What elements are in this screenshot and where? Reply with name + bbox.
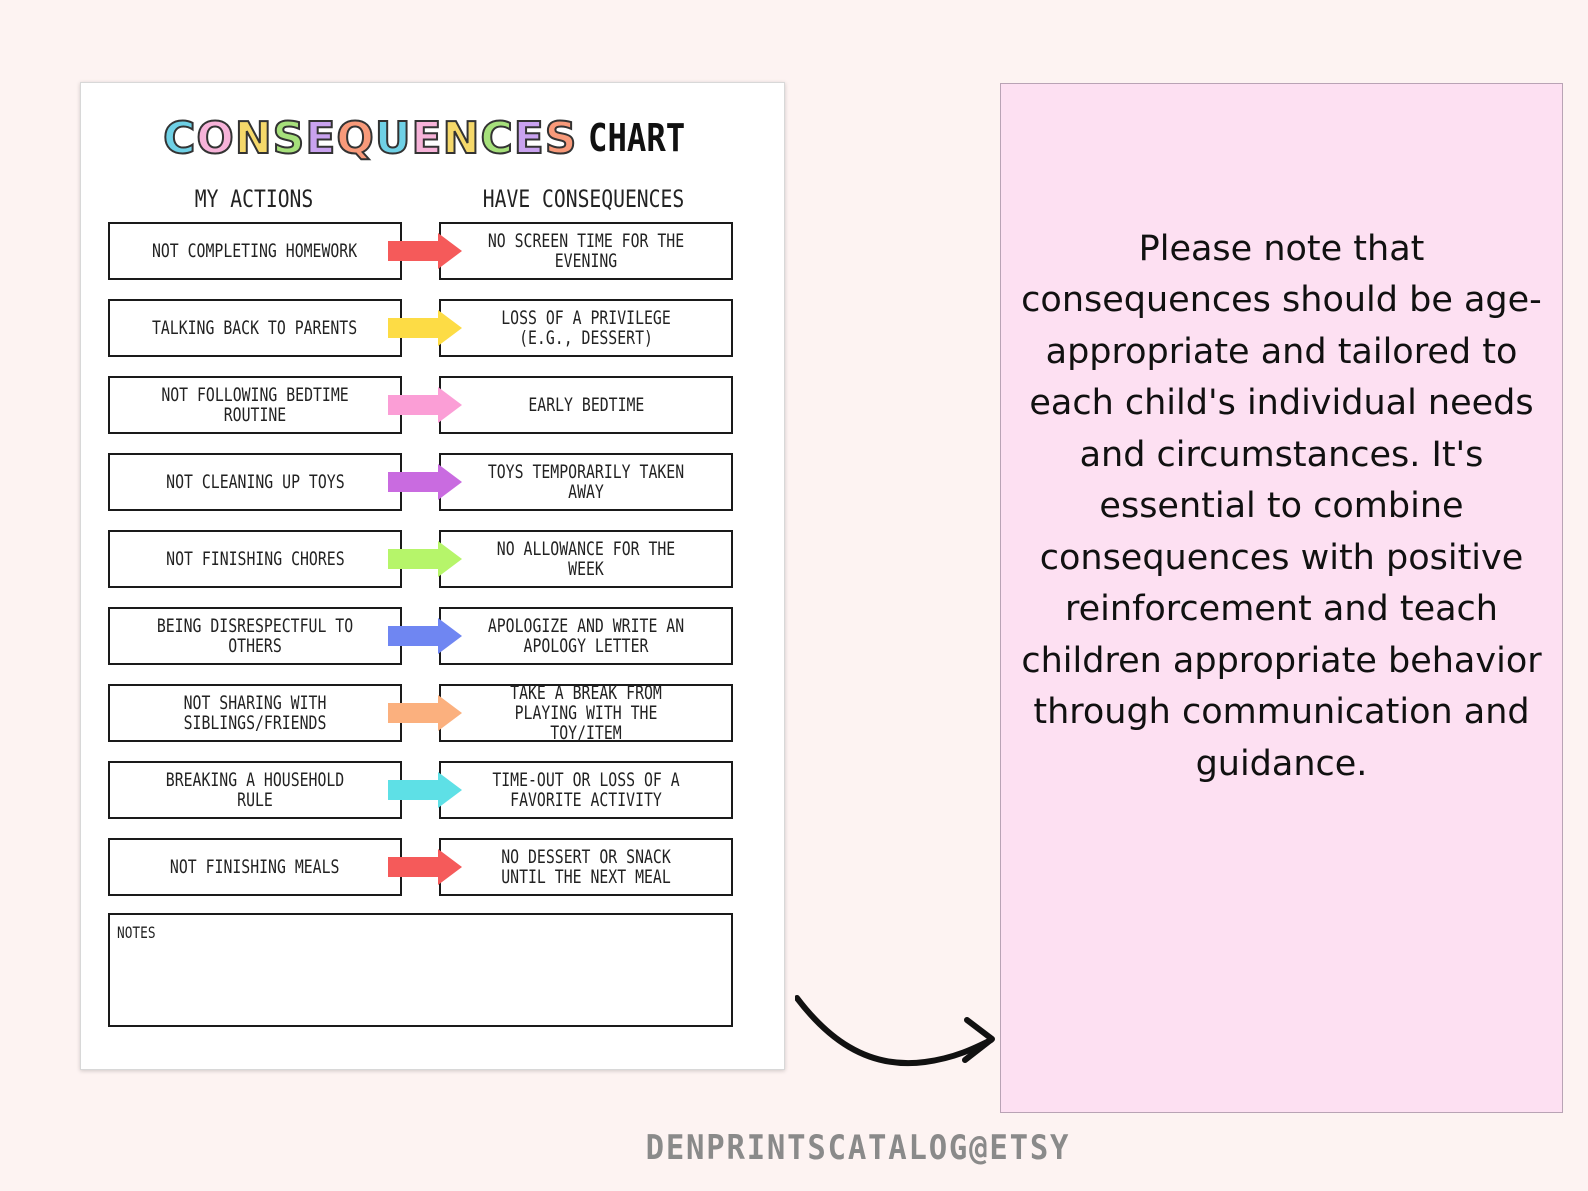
consequence-text: TIME-OUT OR LOSS OF A FAVORITE ACTIVITY: [492, 769, 680, 811]
chart-row: BEING DISRESPECTFUL TO OTHERS APOLOGIZE A…: [108, 607, 734, 665]
consequences-chart-sheet: CONSEQUENCES CHART MY ACTIONS HAVE CONSE…: [80, 82, 785, 1070]
arrow-right-icon: [388, 310, 462, 346]
notes-label: NOTES: [117, 923, 156, 942]
chart-row: NOT SHARING WITH SIBLINGS/FRIENDS TAKE A …: [108, 682, 734, 744]
chart-row: NOT FINISHING CHORES NO ALLOWANCE FOR THE…: [108, 530, 734, 588]
curved-arrow-icon: [795, 995, 995, 1067]
chart-row: TALKING BACK TO PARENTS LOSS OF A PRIVILE…: [108, 299, 734, 357]
arrow-right-icon: [388, 618, 462, 654]
column-header-my-actions: MY ACTIONS: [194, 185, 314, 213]
consequence-text: NO ALLOWANCE FOR THE WEEK: [496, 538, 676, 580]
consequence-box: TAKE A BREAK FROM PLAYING WITH THE TOY/I…: [439, 682, 733, 744]
action-text: BREAKING A HOUSEHOLD RULE: [165, 769, 345, 811]
action-text: TALKING BACK TO PARENTS: [152, 317, 358, 339]
arrow-right-icon: [388, 849, 462, 885]
arrow-right-icon: [388, 772, 462, 808]
chart-row: NOT FINISHING MEALS NO DESSERT OR SNACK U…: [108, 838, 734, 896]
consequence-box: NO ALLOWANCE FOR THE WEEK: [439, 530, 733, 588]
consequence-box: LOSS OF A PRIVILEGE (E.G., DESSERT): [439, 299, 733, 357]
footer-shop-name: DENPRINTSCATALOG@ETSY: [0, 1128, 1588, 1168]
notes-box: NOTES: [108, 913, 733, 1027]
consequence-text: TAKE A BREAK FROM PLAYING WITH THE TOY/I…: [510, 682, 662, 744]
action-text: BEING DISRESPECTFUL TO OTHERS: [156, 615, 354, 657]
action-box: BEING DISRESPECTFUL TO OTHERS: [108, 607, 402, 665]
action-text: NOT SHARING WITH SIBLINGS/FRIENDS: [183, 692, 327, 734]
chart-title: CONSEQUENCES CHART: [81, 103, 784, 173]
chart-row: BREAKING A HOUSEHOLD RULE TIME-OUT OR LOS…: [108, 761, 734, 819]
note-panel: Please note that consequences should be …: [1000, 83, 1563, 1113]
action-box: NOT FINISHING CHORES: [108, 530, 402, 588]
column-header-have-consequences: HAVE CONSEQUENCES: [482, 185, 685, 213]
action-box: NOT FINISHING MEALS: [108, 838, 402, 896]
arrow-right-icon: [388, 464, 462, 500]
action-text: NOT FINISHING CHORES: [165, 548, 345, 570]
consequence-text: EARLY BEDTIME: [527, 394, 645, 416]
chart-title-plain: CHART: [587, 116, 685, 160]
action-box: BREAKING A HOUSEHOLD RULE: [108, 761, 402, 819]
consequence-box: TIME-OUT OR LOSS OF A FAVORITE ACTIVITY: [439, 761, 733, 819]
chart-title-colored: CONSEQUENCES: [162, 112, 578, 165]
action-text: NOT CLEANING UP TOYS: [165, 471, 345, 493]
action-box: NOT COMPLETING HOMEWORK: [108, 222, 402, 280]
arrow-right-icon: [388, 387, 462, 423]
consequence-box: TOYS TEMPORARILY TAKEN AWAY: [439, 453, 733, 511]
note-text: Please note that consequences should be …: [1021, 228, 1542, 784]
consequence-box: NO DESSERT OR SNACK UNTIL THE NEXT MEAL: [439, 838, 733, 896]
action-box: NOT FOLLOWING BEDTIME ROUTINE: [108, 376, 402, 434]
action-box: NOT SHARING WITH SIBLINGS/FRIENDS: [108, 684, 402, 742]
consequence-text: LOSS OF A PRIVILEGE (E.G., DESSERT): [501, 307, 671, 349]
action-text: NOT FINISHING MEALS: [170, 856, 340, 878]
consequence-text: APOLOGIZE AND WRITE AN APOLOGY LETTER: [487, 615, 685, 657]
action-box: NOT CLEANING UP TOYS: [108, 453, 402, 511]
consequence-text: TOYS TEMPORARILY TAKEN AWAY: [487, 461, 685, 503]
consequence-box: EARLY BEDTIME: [439, 376, 733, 434]
arrow-right-icon: [388, 541, 462, 577]
consequence-box: NO SCREEN TIME FOR THE EVENING: [439, 222, 733, 280]
chart-row: NOT FOLLOWING BEDTIME ROUTINE EARLY BEDTI…: [108, 376, 734, 434]
chart-rows: NOT COMPLETING HOMEWORK NO SCREEN TIME FO…: [108, 222, 734, 915]
action-text: NOT FOLLOWING BEDTIME ROUTINE: [161, 384, 349, 426]
footer-text: DENPRINTSCATALOG@ETSY: [645, 1128, 1070, 1168]
arrow-right-icon: [388, 695, 462, 731]
chart-row: NOT CLEANING UP TOYS TOYS TEMPORARILY TAK…: [108, 453, 734, 511]
action-box: TALKING BACK TO PARENTS: [108, 299, 402, 357]
consequence-box: APOLOGIZE AND WRITE AN APOLOGY LETTER: [439, 607, 733, 665]
action-text: NOT COMPLETING HOMEWORK: [152, 240, 358, 262]
consequence-text: NO DESSERT OR SNACK UNTIL THE NEXT MEAL: [501, 846, 671, 888]
consequence-text: NO SCREEN TIME FOR THE EVENING: [487, 230, 685, 272]
chart-row: NOT COMPLETING HOMEWORK NO SCREEN TIME FO…: [108, 222, 734, 280]
arrow-right-icon: [388, 233, 462, 269]
